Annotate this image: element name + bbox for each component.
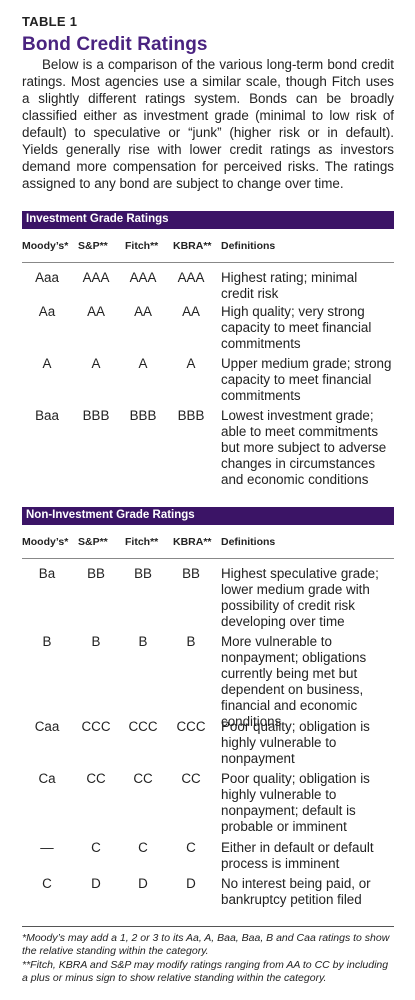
rating-sp: BB xyxy=(87,566,105,581)
rating-kbra: BB xyxy=(182,566,200,581)
column-header-fitch: Fitch** xyxy=(125,240,159,252)
divider xyxy=(22,262,394,263)
rating-definition: High quality; very strong capacity to me… xyxy=(221,304,372,351)
rating-definition: Upper medium grade; strong capacity to m… xyxy=(221,356,392,403)
rating-moody: Aa xyxy=(38,304,56,319)
rating-fitch: BBB xyxy=(129,408,157,423)
rating-kbra: A xyxy=(186,356,196,371)
rating-fitch: BB xyxy=(134,566,152,581)
column-header-definitions: Definitions xyxy=(221,536,276,548)
section-heading-investment: Investment Grade Ratings xyxy=(22,211,394,229)
rating-fitch: B xyxy=(138,634,148,649)
column-header-moody: Moody’s* xyxy=(22,536,69,548)
rating-sp: B xyxy=(91,634,101,649)
rating-definition: Poor quality; obligation is highly vulne… xyxy=(221,771,370,834)
rating-kbra: C xyxy=(186,840,196,855)
rating-sp: CCC xyxy=(81,719,111,734)
rating-sp: D xyxy=(91,876,101,891)
rating-definition: Highest rating; minimal credit risk xyxy=(221,270,358,301)
column-header-kbra: KBRA** xyxy=(173,536,212,548)
rating-moody: B xyxy=(42,634,52,649)
rating-fitch: CCC xyxy=(128,719,158,734)
footnote-moody: *Moody’s may add a 1, 2 or 3 to its Aa, … xyxy=(22,932,390,957)
rating-sp: AA xyxy=(87,304,105,319)
rating-kbra: D xyxy=(186,876,196,891)
rating-kbra: BBB xyxy=(177,408,205,423)
rating-kbra: CCC xyxy=(176,719,206,734)
divider xyxy=(22,926,394,927)
rating-moody: Ba xyxy=(38,566,56,581)
rating-moody: — xyxy=(40,840,54,855)
rating-fitch: CC xyxy=(133,771,153,786)
rating-definition: Either in default or default process is … xyxy=(221,840,374,871)
column-header-sp: S&P** xyxy=(78,240,108,252)
rating-moody: Baa xyxy=(35,408,59,423)
column-header-kbra: KBRA** xyxy=(173,240,212,252)
rating-kbra: CC xyxy=(181,771,201,786)
rating-fitch: AAA xyxy=(129,270,157,285)
rating-moody: C xyxy=(42,876,52,891)
column-header-moody: Moody’s* xyxy=(22,240,69,252)
table-label: TABLE 1 xyxy=(22,14,78,29)
rating-definition: Highest speculative grade; lower medium … xyxy=(221,566,379,629)
section-heading-noninvestment: Non-Investment Grade Ratings xyxy=(22,507,394,525)
rating-definition: Poor quality; obligation is highly vulne… xyxy=(221,719,370,766)
intro-paragraph: Below is a comparison of the various lon… xyxy=(22,57,394,191)
rating-sp: C xyxy=(91,840,101,855)
rating-fitch: D xyxy=(138,876,148,891)
divider xyxy=(22,558,394,559)
rating-kbra: B xyxy=(186,634,196,649)
rating-kbra: AAA xyxy=(177,270,205,285)
rating-fitch: C xyxy=(138,840,148,855)
rating-definition: More vulnerable to nonpayment; obligatio… xyxy=(221,634,367,729)
column-header-fitch: Fitch** xyxy=(125,536,159,548)
rating-sp: BBB xyxy=(82,408,110,423)
rating-sp: AAA xyxy=(82,270,110,285)
rating-sp: CC xyxy=(86,771,106,786)
rating-moody: Aaa xyxy=(35,270,59,285)
page-title: Bond Credit Ratings xyxy=(22,34,208,55)
rating-moody: A xyxy=(42,356,52,371)
column-header-definitions: Definitions xyxy=(221,240,276,252)
footnote-fitch-kbra-sp: **Fitch, KBRA and S&P may modify ratings… xyxy=(22,959,389,984)
rating-moody: Caa xyxy=(34,719,60,734)
column-header-sp: S&P** xyxy=(78,536,108,548)
rating-fitch: A xyxy=(138,356,148,371)
rating-fitch: AA xyxy=(134,304,152,319)
rating-definition: No interest being paid, or bankruptcy pe… xyxy=(221,876,371,907)
rating-kbra: AA xyxy=(182,304,200,319)
rating-definition: Lowest investment grade; able to meet co… xyxy=(221,408,387,487)
rating-moody: Ca xyxy=(38,771,56,786)
rating-sp: A xyxy=(91,356,101,371)
